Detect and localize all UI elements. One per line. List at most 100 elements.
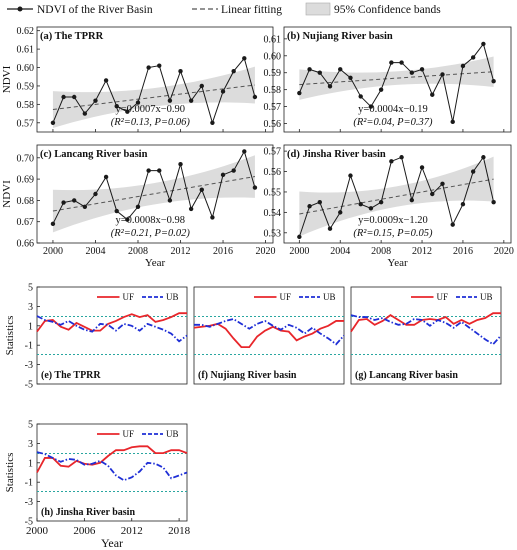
x-tick-label: 2016	[213, 246, 233, 257]
fit-equation: y=0.0009x−1.20	[358, 215, 428, 226]
fit-equation: y=0.0004x−0.19	[358, 104, 428, 115]
ndvi-data-point	[450, 222, 455, 227]
x-tick-label: 2004	[85, 246, 105, 257]
x-tick-label: 2012	[121, 525, 143, 537]
ndvi-data-point	[368, 206, 374, 211]
y-axis-label: Statistics	[4, 453, 16, 493]
ndvi-data-point	[307, 67, 312, 72]
ndvi-data-point	[389, 159, 394, 164]
ub-series-line	[36, 451, 188, 482]
y-tick-label: 5	[28, 420, 33, 431]
confidence-band	[52, 155, 255, 233]
linear-fit-line	[299, 178, 494, 215]
ndvi-data-point	[167, 98, 173, 103]
y-tick-label: 5	[28, 283, 33, 294]
ndvi-data-point	[460, 202, 466, 207]
panel-label: (f) Nujiang River basin	[198, 370, 297, 381]
ndvi-data-point	[210, 120, 215, 125]
x-tick-label: 2000	[26, 525, 49, 537]
ndvi-data-point	[61, 94, 66, 100]
y-tick-label: 0.58	[264, 85, 282, 96]
y-tick-label: 3	[28, 439, 33, 450]
uf-series-line	[350, 312, 501, 333]
ndvi-data-point	[103, 78, 109, 83]
y-tick-label: 1	[28, 458, 33, 469]
y-tick-label: 0.60	[264, 51, 282, 62]
y-tick-label: -1	[25, 341, 33, 352]
legend-ndvi-marker-icon	[17, 6, 23, 12]
x-tick-label: 2016	[453, 246, 473, 257]
y-tick-label: 0.57	[264, 102, 282, 113]
linear-fit-line	[52, 84, 255, 111]
x-axis-label: Year	[101, 536, 123, 550]
x-tick-label: 2000	[43, 246, 63, 257]
ndvi-data-point	[450, 119, 455, 125]
ndvi-data-point	[157, 63, 162, 68]
ndvi-data-point	[167, 198, 173, 203]
ndvi-data-point	[231, 69, 236, 74]
ndvi-data-point	[72, 94, 77, 100]
ndvi-data-point	[419, 165, 425, 170]
ndvi-data-point	[348, 75, 353, 81]
ndvi-data-point	[297, 90, 302, 96]
ndvi-data-point	[146, 168, 151, 173]
ndvi-data-point	[188, 98, 194, 103]
ndvi-data-point	[178, 69, 183, 74]
ndvi-data-point	[399, 60, 404, 65]
y-tick-label: 0.70	[17, 153, 35, 164]
y-tick-label: 0.53	[264, 228, 282, 239]
ndvi-data-point	[338, 67, 343, 72]
legend-fit-label: Linear fitting	[221, 4, 282, 16]
x-tick-label: 2004	[330, 246, 350, 257]
legend-uf-label: UF	[123, 292, 135, 302]
panel-label: (b) Nujiang River basin	[287, 31, 393, 42]
ndvi-data-point	[114, 208, 119, 214]
uf-series-line	[36, 445, 188, 473]
x-axis-label: Year	[387, 257, 408, 269]
ndvi-data-point	[307, 204, 312, 209]
ndvi-data-point	[317, 199, 322, 205]
y-tick-label: -3	[25, 497, 33, 508]
ndvi-data-point	[93, 98, 98, 103]
ndvi-data-point	[50, 120, 56, 125]
y-tick-label: 0.56	[264, 167, 282, 178]
ndvi-data-point	[440, 181, 445, 186]
x-tick-label: 2006	[73, 525, 96, 537]
ndvi-data-point	[231, 168, 236, 173]
panel-label: (h) Jinsha River basin	[41, 507, 135, 518]
x-tick-label: 2018	[168, 525, 191, 537]
ndvi-data-point	[93, 191, 98, 197]
legend-band-label: 95% Confidence bands	[334, 4, 441, 16]
ndvi-data-point	[440, 72, 445, 77]
ndvi-data-point	[188, 206, 194, 212]
ndvi-data-point	[317, 70, 322, 75]
ndvi-data-point	[491, 199, 496, 205]
legend-band-swatch-icon	[305, 2, 331, 16]
panel-f-nujiang-mk: UF UB (f) Nujiang River basin	[193, 286, 345, 385]
ndvi-data-point	[378, 199, 384, 205]
panel-b-nujiang: 0.61 0.60 0.59 0.58 0.57 0.56 (b) Nujiang Rive…	[264, 26, 512, 133]
x-tick-label: 2008	[371, 246, 391, 257]
y-tick-label: 0.61	[264, 34, 282, 45]
ndvi-data-point	[470, 169, 476, 174]
y-tick-label: 0.68	[17, 196, 35, 207]
x-tick-label: 2000	[289, 246, 309, 257]
ndvi-data-point	[50, 221, 56, 227]
ndvi-data-point	[146, 65, 151, 70]
ndvi-data-point	[481, 155, 486, 160]
x-tick-label: 2020	[494, 246, 514, 257]
y-tick-label: 0.60	[17, 63, 35, 74]
y-tick-label: 0.67	[17, 217, 35, 228]
y-tick-label: -5	[25, 380, 33, 391]
ndvi-series-line	[298, 156, 495, 238]
ndvi-data-point	[430, 92, 435, 97]
ndvi-data-point	[252, 94, 258, 100]
panel-label: (g) Lancang River basin	[355, 370, 458, 381]
panel-label: (c) Lancang River basin	[40, 149, 148, 160]
ndvi-data-point	[430, 191, 435, 197]
ndvi-series-line	[52, 150, 256, 225]
ndvi-data-point	[358, 94, 363, 99]
x-tick-label: 2020	[256, 246, 276, 257]
ndvi-data-point	[368, 104, 374, 109]
